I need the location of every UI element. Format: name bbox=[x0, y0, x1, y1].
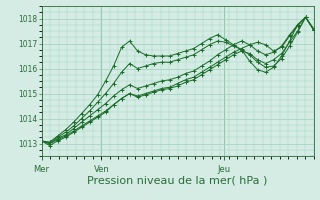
X-axis label: Pression niveau de la mer( hPa ): Pression niveau de la mer( hPa ) bbox=[87, 175, 268, 185]
